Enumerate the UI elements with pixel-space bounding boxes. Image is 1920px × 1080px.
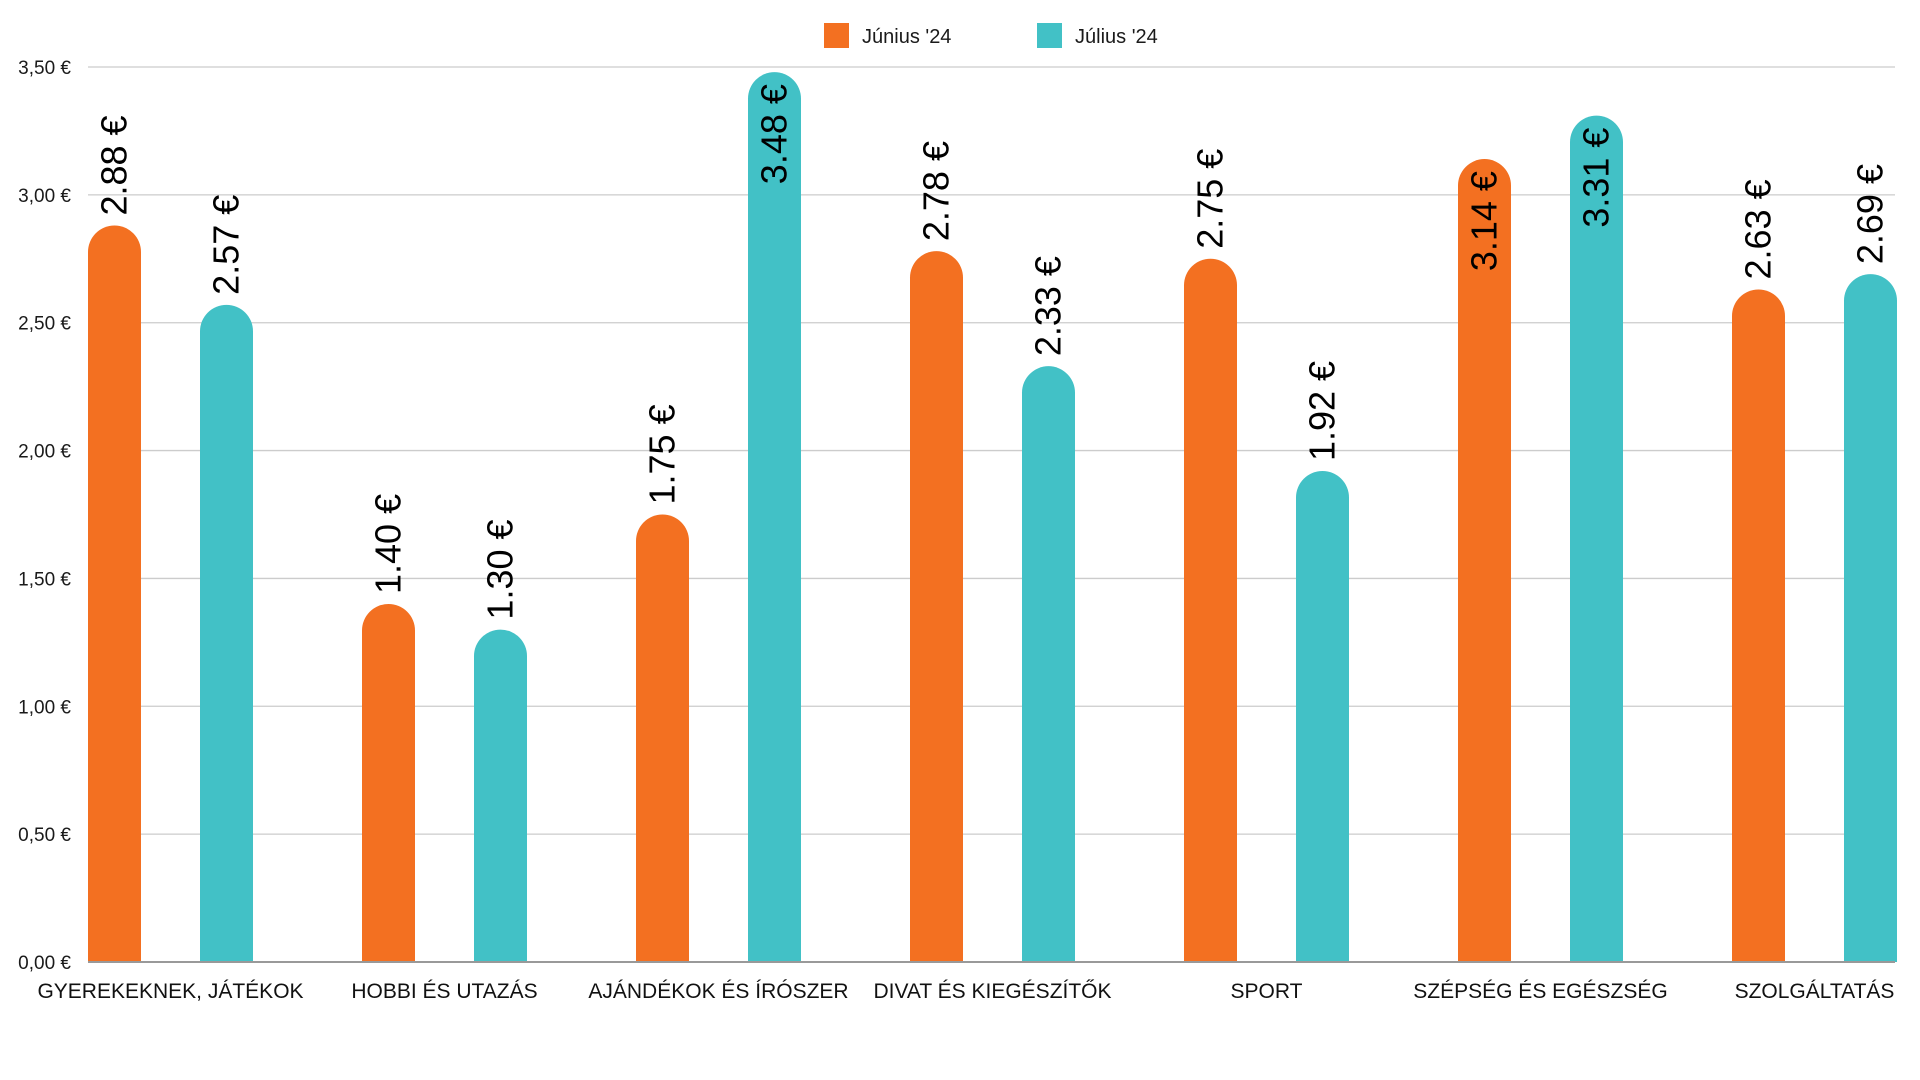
legend-item-junius[interactable]: Június '24 xyxy=(824,23,951,48)
data-label: 1.30 € xyxy=(480,519,521,619)
bar-junius-5 xyxy=(1458,159,1511,963)
data-label: 3.14 € xyxy=(1464,171,1505,271)
bar-julius-4 xyxy=(1296,471,1349,962)
bar-junius-3 xyxy=(910,251,963,962)
bar-junius-1 xyxy=(362,604,415,962)
data-label: 2.78 € xyxy=(916,141,957,241)
grid-lines xyxy=(88,66,1895,835)
data-label: 2.75 € xyxy=(1190,149,1231,249)
y-tick-label: 3,50 € xyxy=(18,58,71,79)
data-label: 2.57 € xyxy=(206,195,247,295)
y-axis-ticks: 0,00 € 0,50 € 1,00 € 1,50 € 2,00 € 2,50 € 3,00… xyxy=(18,58,71,974)
bar-junius-4 xyxy=(1184,258,1237,962)
y-tick-label: 2,50 € xyxy=(18,314,71,335)
data-label: 2.88 € xyxy=(94,115,135,215)
y-tick-label: 2,00 € xyxy=(18,442,71,463)
x-tick-label: HOBBI ÉS UTAZÁS xyxy=(351,980,537,1003)
bar-julius-2 xyxy=(748,72,801,963)
legend: Június '24 Július '24 xyxy=(824,23,1158,48)
y-tick-label: 1,50 € xyxy=(18,569,71,590)
data-label: 2.33 € xyxy=(1028,256,1069,356)
bar-julius-1 xyxy=(474,629,527,962)
y-tick-label: 1,00 € xyxy=(18,697,71,718)
x-tick-label: DIVAT ÉS KIEGÉSZÍTŐK xyxy=(873,980,1111,1003)
data-label: 2.63 € xyxy=(1738,179,1779,279)
bar-junius-2 xyxy=(636,514,689,962)
data-labels: 2.88 € 2.57 € 1.40 € 1.30 € 1.75 € 3.48 € 2.78… xyxy=(94,84,1891,619)
y-tick-label: 0,00 € xyxy=(18,953,71,974)
y-tick-label: 0,50 € xyxy=(18,825,71,846)
x-tick-label: GYEREKEKNEK, JÁTÉKOK xyxy=(37,980,303,1003)
data-label: 1.40 € xyxy=(368,494,409,594)
y-tick-label: 3,00 € xyxy=(18,186,71,207)
x-tick-label: SZOLGÁLTATÁS xyxy=(1735,980,1895,1003)
legend-item-julius[interactable]: Július '24 xyxy=(1037,23,1158,48)
bar-julius-0 xyxy=(200,304,253,962)
x-tick-label: SPORT xyxy=(1231,980,1303,1003)
x-axis: GYEREKEKNEK, JÁTÉKOK HOBBI ÉS UTAZÁS AJÁND… xyxy=(37,961,1895,1003)
legend-label: Július '24 xyxy=(1075,26,1158,48)
data-label: 2.69 € xyxy=(1850,164,1891,264)
data-label: 3.31 € xyxy=(1576,128,1617,228)
bar-julius-3 xyxy=(1022,366,1075,962)
x-tick-label: AJÁNDÉKOK ÉS ÍRÓSZER xyxy=(588,980,848,1003)
legend-label: Június '24 xyxy=(862,26,951,48)
data-label: 1.75 € xyxy=(642,404,683,504)
bar-julius-5 xyxy=(1570,115,1623,963)
bar-julius-6 xyxy=(1844,274,1897,963)
bar-junius-0 xyxy=(88,225,141,963)
bar-junius-6 xyxy=(1732,289,1785,962)
legend-swatch xyxy=(1037,23,1062,48)
data-label: 3.48 € xyxy=(754,84,795,184)
bars xyxy=(88,72,1897,963)
legend-swatch xyxy=(824,23,849,48)
x-tick-label: SZÉPSÉG ÉS EGÉSZSÉG xyxy=(1413,980,1667,1003)
data-label: 1.92 € xyxy=(1302,361,1343,461)
